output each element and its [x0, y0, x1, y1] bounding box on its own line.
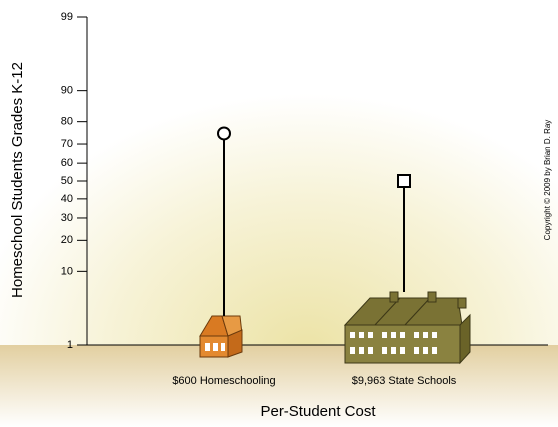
copyright: Copyright © 2009 by Brian D. Ray [543, 120, 552, 241]
y-tick-label: 90 [61, 85, 73, 97]
x-tick-label: $600 Homeschooling [172, 375, 275, 387]
y-tick-label: 80 [61, 116, 73, 128]
y-tick-label: 1 [67, 339, 73, 351]
floor [0, 345, 558, 427]
marker [397, 174, 411, 188]
house-icon [199, 315, 243, 358]
x-axis-label: Per-Student Cost [260, 403, 376, 420]
y-tick-label: 60 [61, 157, 73, 169]
school-icon [343, 291, 471, 365]
y-tick-label: 50 [61, 175, 73, 187]
y-tick-label: 30 [61, 212, 73, 224]
y-tick-label: 70 [61, 138, 73, 150]
y-tick-label: 40 [61, 193, 73, 205]
y-axis-label: Homeschool Students Grades K-12 [9, 62, 26, 298]
y-tick-label: 10 [61, 265, 73, 277]
x-tick-label: $9,963 State Schools [352, 375, 457, 387]
y-tick-label: 99 [61, 11, 73, 23]
marker [217, 126, 231, 141]
y-tick-label: 20 [61, 234, 73, 246]
